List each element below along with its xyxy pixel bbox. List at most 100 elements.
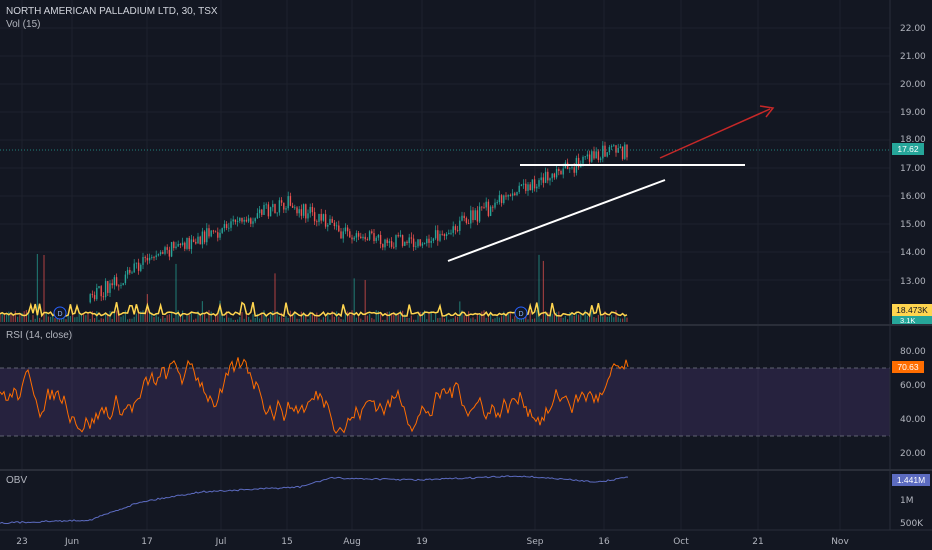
price-axis[interactable]: 22.00 21.00 20.00 19.00 18.00 17.00 16.0…	[900, 24, 926, 287]
candle-body	[401, 235, 404, 246]
candle-body	[340, 231, 342, 239]
candle-body	[368, 231, 371, 240]
rsi-value-tag: 70.63	[892, 361, 924, 373]
volume-bar	[481, 311, 483, 322]
candle-body	[118, 285, 120, 287]
volume-bar	[358, 316, 360, 322]
volume-bar	[584, 310, 586, 322]
candle-body	[144, 257, 146, 258]
time-axis-label: 17	[141, 537, 152, 547]
volume-bar	[432, 319, 434, 322]
volume-bar	[479, 315, 481, 322]
candle-body	[155, 255, 157, 258]
volume-bar	[199, 315, 201, 322]
chart-title[interactable]: NORTH AMERICAN PALLADIUM LTD, 30, TSX	[6, 6, 218, 17]
candle-body	[298, 209, 300, 214]
rsi-tick: 80.00	[900, 347, 926, 357]
candle-body	[133, 263, 135, 273]
volume-bar	[10, 314, 12, 322]
candle-body	[626, 144, 628, 158]
candle-body	[243, 219, 245, 222]
volume-bar	[215, 315, 217, 322]
candle-body	[527, 184, 529, 191]
volume-bar	[138, 311, 140, 322]
volume-bar	[538, 254, 540, 322]
candle-body	[445, 234, 448, 237]
volume-bar	[391, 314, 393, 322]
candle-body	[252, 221, 254, 224]
volume-bar	[0, 312, 1, 322]
candle-body	[146, 257, 149, 261]
volume-bar	[468, 311, 470, 322]
rsi-axis[interactable]: 80.00 60.00 40.00 20.00	[900, 347, 926, 459]
candle-body	[124, 274, 127, 284]
candle-body	[577, 157, 580, 168]
rsi-tick: 60.00	[900, 381, 926, 391]
volume-bar	[564, 315, 566, 322]
rsi-label[interactable]: RSI (14, close)	[6, 330, 73, 341]
volume-bar	[395, 312, 397, 322]
volume-bar	[487, 317, 489, 322]
svg-text:1.441M: 1.441M	[897, 475, 925, 485]
volume-bar	[303, 312, 305, 322]
candle-body	[492, 206, 494, 208]
candle-body	[276, 212, 278, 214]
candle-body	[223, 224, 226, 229]
obv-axis[interactable]: 1M 500K	[900, 496, 924, 529]
candle-body	[131, 272, 133, 274]
volume-bar	[366, 315, 368, 322]
candle-body	[560, 170, 562, 175]
volume-bar	[52, 313, 54, 322]
candle-body	[280, 200, 283, 203]
price-tick: 14.00	[900, 248, 926, 258]
candle-body	[606, 152, 608, 157]
candle-body	[289, 196, 292, 206]
volume-bar	[32, 315, 34, 322]
time-axis-label: Oct	[673, 537, 689, 547]
volume-bar	[362, 319, 364, 322]
candle-body	[408, 237, 410, 244]
candle-body	[463, 215, 465, 219]
candle-body	[93, 295, 96, 300]
volume-bar	[278, 316, 280, 322]
volume-label[interactable]: Vol (15)	[6, 19, 41, 30]
candle-body	[318, 213, 320, 222]
volume-bar	[333, 316, 335, 322]
obv-label[interactable]: OBV	[6, 475, 28, 486]
volume-bar	[228, 317, 230, 322]
volume-bar	[243, 318, 245, 322]
volume-bar	[615, 310, 617, 322]
time-axis[interactable]: 23 Jun 17 Jul 15 Aug 19 Sep 16 Oct 21 Nov	[16, 537, 849, 547]
candle-body	[287, 196, 289, 209]
candle-body	[516, 191, 518, 196]
candle-body	[406, 241, 408, 244]
candle-body	[333, 222, 336, 227]
volume-bar	[507, 312, 509, 322]
dividend-marker[interactable]: D	[514, 306, 528, 320]
projection-arrow[interactable]	[659, 105, 775, 159]
volume-bar	[413, 319, 415, 322]
dividend-marker-label: D	[57, 311, 62, 318]
support-trendline[interactable]	[447, 179, 666, 262]
volume-bar	[171, 311, 173, 322]
volume-bar	[201, 301, 203, 322]
rsi-band	[0, 368, 890, 436]
volume-bar	[452, 318, 454, 322]
candle-body	[379, 234, 382, 245]
volume-bar	[602, 316, 604, 322]
volume-bar	[219, 300, 221, 322]
volume-bar	[450, 318, 452, 322]
svg-text:18.473K: 18.473K	[896, 305, 928, 315]
obv-tick: 500K	[900, 519, 924, 529]
candle-body	[291, 205, 294, 208]
volume-bar	[124, 310, 126, 322]
volume-bar	[54, 318, 56, 322]
candle-body	[437, 230, 439, 241]
dividend-marker[interactable]: D	[53, 306, 67, 320]
rsi-tick: 40.00	[900, 415, 926, 425]
volume-bar	[292, 313, 294, 322]
volume-bar	[571, 312, 573, 322]
candle-body	[120, 285, 122, 286]
volume-bar	[514, 316, 516, 322]
